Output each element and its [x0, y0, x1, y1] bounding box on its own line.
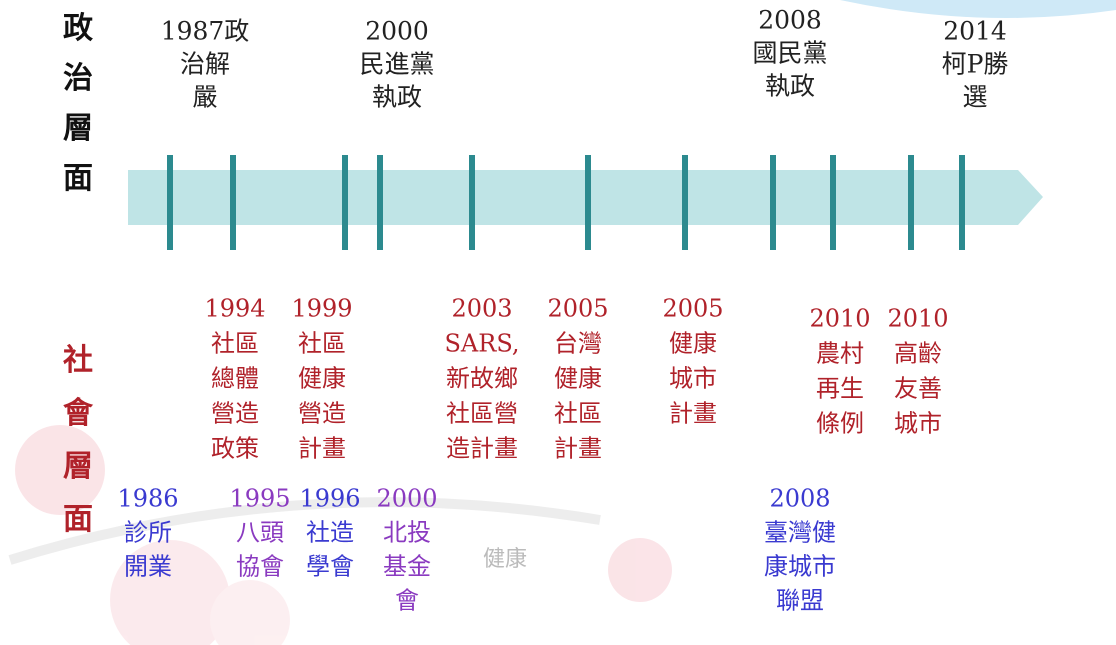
event-line: 治解 [180, 50, 230, 79]
event-line: 條例 [816, 410, 864, 438]
event-line: 北投 [383, 519, 431, 547]
event-line: 城市 [894, 410, 942, 438]
event-line: 執政 [372, 83, 422, 112]
event-line: 健康 [298, 365, 346, 393]
event-line: 營造 [298, 400, 346, 428]
event-line: 農村 [816, 340, 864, 368]
event-line: 會 [395, 587, 419, 615]
event-line: 基金 [383, 553, 431, 581]
event-line: 計畫 [554, 435, 602, 463]
event-line: 2005 [547, 295, 608, 323]
event-line: 高齡 [894, 340, 942, 368]
timeline-slide: 健康 政治層面政治層面社會層面社會層面1987政治解嚴2000民進黨執政2008… [0, 0, 1116, 645]
event-line: 總體 [211, 365, 259, 393]
event-line: 1987政 [161, 17, 250, 46]
event-line: 2010 [887, 305, 948, 333]
section-label-char: 治 [63, 61, 93, 96]
event-line: 2008 [769, 485, 830, 513]
event-line: 國民黨 [752, 39, 827, 68]
event-line: 1996 [299, 485, 360, 513]
event-line: 八頭 [236, 519, 284, 547]
section-label-char: 政 [63, 11, 93, 46]
event-line: 健康 [554, 365, 602, 393]
event-line: 2005 [662, 295, 723, 323]
event-line: 選 [962, 83, 987, 112]
event-line: 造計畫 [446, 435, 518, 463]
section-label-char: 會 [63, 396, 94, 431]
event-line: 社區 [211, 330, 259, 358]
event-line: 新故鄉 [446, 365, 518, 393]
event-line: 協會 [236, 553, 284, 581]
event-line: 計畫 [669, 400, 717, 428]
event-line: 聯盟 [776, 587, 824, 615]
section-label-char: 層 [63, 111, 93, 146]
event-line: 1994 [204, 295, 265, 323]
event-line: 1999 [291, 295, 352, 323]
corner-swoosh [840, 0, 1116, 18]
event-line: 台灣 [554, 330, 602, 358]
event-line: 政策 [211, 435, 259, 463]
event-line: 友善 [894, 375, 942, 403]
event-line: 2010 [809, 305, 870, 333]
event-line: SARS, [444, 330, 519, 358]
event-line: 學會 [306, 553, 354, 581]
event-line: 柯P勝 [942, 50, 1009, 79]
watermark: 健康 [483, 547, 527, 572]
event-line: 計畫 [298, 435, 346, 463]
event-line: 嚴 [192, 83, 217, 112]
event-line: 1986 [117, 485, 178, 513]
section-label-char: 面 [63, 502, 93, 537]
event-line: 社區 [298, 330, 346, 358]
event-line: 城市 [669, 365, 717, 393]
page: 健康 政治層面政治層面社會層面社會層面1987政治解嚴2000民進黨執政2008… [0, 0, 1116, 645]
section-label-char: 社 [63, 343, 93, 378]
section-label-char: 面 [63, 161, 93, 196]
event-line: 社區營 [446, 400, 518, 428]
event-line: 社區 [554, 400, 602, 428]
event-line: 開業 [124, 553, 172, 581]
event-line: 社造 [306, 519, 354, 547]
event-line: 2008 [758, 6, 822, 35]
event-line: 診所 [124, 519, 172, 547]
event-line: 2000 [376, 485, 437, 513]
event-line: 2003 [451, 295, 512, 323]
event-line: 健康 [669, 330, 717, 358]
event-line: 營造 [211, 400, 259, 428]
event-line: 2000 [365, 17, 429, 46]
section-label-char: 層 [63, 449, 93, 484]
event-line: 1995 [229, 485, 290, 513]
event-line: 再生 [816, 375, 864, 403]
event-line: 康城市 [764, 553, 836, 581]
event-line: 2014 [943, 17, 1007, 46]
event-line: 執政 [765, 72, 815, 101]
event-line: 臺灣健 [764, 519, 836, 547]
event-line: 民進黨 [359, 50, 434, 79]
